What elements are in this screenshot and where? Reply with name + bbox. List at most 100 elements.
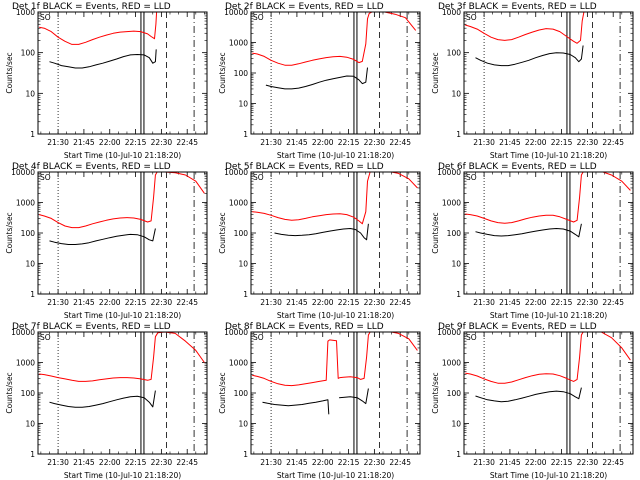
series-group [465,12,585,67]
y-tick-label: 100 [447,229,462,238]
events-rate-line [265,67,368,90]
lld-rate-line [252,332,418,387]
series-group [465,172,631,238]
series-group [252,172,418,241]
events-rate-line [274,223,369,241]
y-tick-label: 10 [25,420,35,429]
x-tick-label: 22:00 [312,458,334,467]
y-tick-label: 100 [21,49,36,58]
x-tick-label: 22:15 [551,458,573,467]
x-axis-label: Start Time (10-Jul-10 21:18:20) [490,311,607,320]
lld-rate-line [465,12,585,44]
x-tick-label: 22:30 [577,458,599,467]
x-tick-label: 21:30 [260,138,282,147]
plot-frame [250,11,421,135]
x-tick-label: 21:45 [499,298,521,307]
det-panel: Det 8f BLACK = Events, RED = LLD Counts/s… [218,322,421,480]
y-tick-label: 100 [234,69,249,78]
y-tick-label: 10 [238,420,248,429]
y-tick-label: 1 [456,290,461,299]
x-tick-label: 22:30 [151,138,173,147]
x-tick-label: 22:15 [125,298,147,307]
legend-label: SO [466,13,477,22]
x-tick-label: 21:30 [47,298,69,307]
y-tick-label: 1000 [442,359,461,368]
plot-frame [463,331,634,455]
events-rate-line [49,390,156,408]
x-tick-label: 21:45 [73,458,95,467]
y-tick-label: 1000 [16,8,35,17]
x-tick-label: 22:15 [125,138,147,147]
y-tick-label: 1 [30,130,35,139]
y-tick-label: 100 [234,229,249,238]
y-tick-label: 1 [30,290,35,299]
y-tick-label: 1000 [442,199,461,208]
y-axis-label: Counts/sec [431,52,440,93]
y-tick-label: 1 [456,130,461,139]
x-tick-label: 22:45 [176,298,198,307]
y-tick-label: 1 [243,130,248,139]
series-group [39,332,205,408]
det-panel: Det 1f BLACK = Events, RED = LLD Counts/s… [5,2,208,160]
y-tick-label: 1000 [229,39,248,48]
x-axis-label: Start Time (10-Jul-10 21:18:20) [277,311,394,320]
y-tick-label: 10000 [437,168,461,177]
legend-label: SO [253,13,264,22]
events-rate-line [475,223,582,238]
y-tick-label: 1000 [16,199,35,208]
y-tick-label: 10 [238,260,248,269]
y-tick-label: 1 [30,450,35,459]
x-axis-label: Start Time (10-Jul-10 21:18:20) [64,471,181,480]
y-tick-label: 100 [21,389,36,398]
x-tick-label: 22:00 [99,138,121,147]
y-tick-label: 100 [21,229,36,238]
y-axis-label: Counts/sec [5,212,14,253]
series-group [252,12,417,90]
x-tick-label: 22:30 [364,298,386,307]
events-rate-line [475,45,584,67]
x-tick-label: 22:45 [389,458,411,467]
x-tick-label: 21:45 [286,458,308,467]
y-tick-label: 10 [451,89,461,98]
x-tick-label: 22:45 [602,298,624,307]
y-tick-label: 1000 [229,199,248,208]
panel-title: Det 2f BLACK = Events, RED = LLD [225,2,384,12]
y-tick-label: 10000 [437,328,461,337]
y-tick-label: 100 [447,389,462,398]
y-axis-label: Counts/sec [431,372,440,413]
x-tick-label: 21:30 [47,138,69,147]
det-panel: Det 2f BLACK = Events, RED = LLD Counts/s… [218,2,421,160]
legend-label: SO [40,333,51,342]
x-tick-label: 21:30 [473,458,495,467]
legend-label: SO [253,333,264,342]
x-tick-label: 22:30 [151,298,173,307]
y-axis-label: Counts/sec [431,212,440,253]
plot-frame [463,11,634,135]
x-tick-label: 22:45 [176,458,198,467]
det-panel: Det 3f BLACK = Events, RED = LLD Counts/s… [431,2,634,160]
events-rate-line [475,387,582,403]
x-tick-label: 21:45 [73,298,95,307]
y-tick-label: 10000 [11,168,35,177]
x-tick-label: 22:30 [577,138,599,147]
x-axis-label: Start Time (10-Jul-10 21:18:20) [64,151,181,160]
det-panel: Det 7f BLACK = Events, RED = LLD Counts/s… [5,322,208,480]
lld-rate-line [252,12,417,66]
x-tick-label: 22:45 [602,138,624,147]
x-tick-label: 22:00 [525,298,547,307]
x-tick-label: 21:30 [47,458,69,467]
plot-frame [463,171,634,295]
x-tick-label: 22:00 [312,138,334,147]
x-tick-label: 22:00 [525,138,547,147]
y-tick-label: 10000 [224,328,248,337]
x-tick-label: 22:15 [338,138,360,147]
x-tick-label: 21:45 [286,298,308,307]
det-panel: Det 4f BLACK = Events, RED = LLD Counts/s… [5,162,208,320]
panel-title: Det 5f BLACK = Events, RED = LLD [225,162,384,172]
series-group [39,12,158,69]
events-rate-line [49,228,156,245]
y-tick-label: 10000 [224,8,248,17]
x-tick-label: 21:45 [499,138,521,147]
x-tick-label: 22:15 [551,298,573,307]
lld-rate-line [465,332,631,384]
